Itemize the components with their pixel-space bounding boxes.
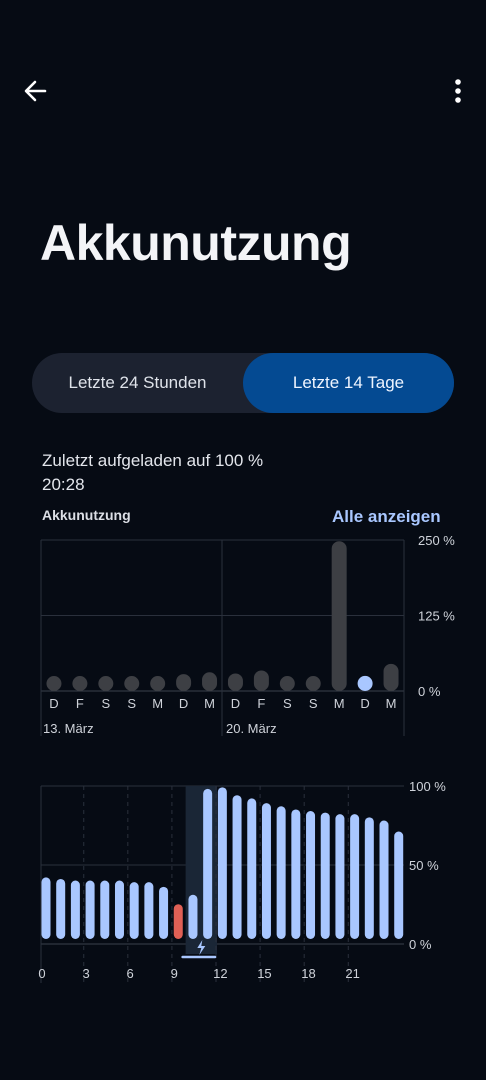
hour-bar[interactable]: [129, 882, 139, 939]
page-title: Akkunutzung: [40, 215, 352, 271]
day-bar[interactable]: [46, 676, 62, 691]
hour-bar[interactable]: [203, 788, 213, 939]
day-label: F: [76, 696, 84, 711]
hourly-battery-chart: 100 % 50 % 0 % 0 3 6 9 12 15 18 21: [38, 779, 446, 983]
bolt-icon: [197, 940, 206, 955]
day-bar[interactable]: [124, 676, 140, 691]
hour-bar[interactable]: [306, 811, 316, 939]
hour-label: 6: [127, 966, 134, 981]
day-bar[interactable]: [305, 676, 321, 691]
hour-bar[interactable]: [335, 814, 345, 939]
y-tick-label: 250 %: [418, 533, 455, 548]
hour-bar[interactable]: [276, 806, 286, 939]
hour-bar[interactable]: [70, 880, 80, 939]
hour-label: 0: [38, 966, 45, 981]
range-tabs: Letzte 24 Stunden Letzte 14 Tage: [32, 353, 454, 413]
hour-bar[interactable]: [41, 877, 51, 939]
day-bar[interactable]: [98, 676, 114, 691]
hour-bar[interactable]: [350, 814, 360, 939]
date-label: 13. März: [43, 721, 94, 736]
hour-bar[interactable]: [173, 904, 183, 939]
hour-bar[interactable]: [261, 803, 271, 939]
day-bar[interactable]: [227, 673, 243, 691]
date-label: 20. März: [226, 721, 277, 736]
hour-bar[interactable]: [217, 787, 227, 939]
usage-section-label: Akkunutzung: [42, 507, 131, 523]
day-bar[interactable]: [150, 676, 166, 691]
hour-bar[interactable]: [394, 831, 404, 939]
day-label: M: [152, 696, 163, 711]
hour-bar[interactable]: [320, 812, 330, 939]
last-charged-time: 20:28: [42, 475, 85, 494]
y-tick-label: 100 %: [409, 779, 446, 794]
hour-bar[interactable]: [232, 795, 242, 939]
last-charged-info: Zuletzt aufgeladen auf 100 % 20:28: [42, 449, 263, 497]
hour-bar[interactable]: [247, 798, 257, 939]
hour-label: 15: [257, 966, 271, 981]
y-tick-label: 125 %: [418, 609, 455, 624]
hour-bar[interactable]: [291, 809, 301, 939]
day-bar[interactable]: [383, 663, 399, 691]
hour-bar[interactable]: [159, 886, 169, 939]
hour-bar[interactable]: [188, 894, 198, 939]
day-bar[interactable]: [202, 672, 218, 691]
day-label: D: [49, 696, 58, 711]
more-options-button[interactable]: [440, 74, 476, 108]
tab-last-14-days[interactable]: Letzte 14 Tage: [243, 353, 454, 413]
hour-label: 21: [345, 966, 359, 981]
hour-label: 12: [213, 966, 227, 981]
day-label: M: [204, 696, 215, 711]
y-tick-label: 50 %: [409, 858, 439, 873]
day-label: M: [386, 696, 397, 711]
last-charged-level: Zuletzt aufgeladen auf 100 %: [42, 451, 264, 470]
day-label: S: [283, 696, 292, 711]
hour-label: 9: [171, 966, 178, 981]
day-label: D: [360, 696, 369, 711]
hour-bar[interactable]: [144, 882, 154, 939]
hour-bar[interactable]: [379, 820, 389, 940]
arrow-left-icon: [24, 80, 47, 102]
more-vert-icon: [455, 79, 461, 103]
day-label: F: [257, 696, 265, 711]
y-tick-label: 0 %: [409, 937, 432, 952]
back-button[interactable]: [18, 74, 54, 108]
day-label: S: [101, 696, 110, 711]
hour-bar[interactable]: [114, 880, 124, 939]
day-bar[interactable]: [331, 541, 347, 691]
day-label: S: [309, 696, 318, 711]
day-bar[interactable]: [72, 676, 88, 691]
day-bar[interactable]: [357, 675, 373, 691]
day-label: S: [127, 696, 136, 711]
hour-bar[interactable]: [364, 817, 374, 939]
tab-last-24-hours[interactable]: Letzte 24 Stunden: [68, 373, 207, 392]
hour-label: 3: [82, 966, 89, 981]
hour-bar[interactable]: [100, 880, 110, 939]
hour-bar[interactable]: [85, 880, 95, 939]
y-tick-label: 0 %: [418, 684, 441, 699]
day-bar[interactable]: [176, 674, 192, 691]
hour-label: 18: [301, 966, 315, 981]
hour-bar[interactable]: [56, 878, 66, 939]
day-label: D: [231, 696, 240, 711]
day-label: D: [179, 696, 188, 711]
day-bar[interactable]: [253, 670, 269, 691]
day-bar[interactable]: [279, 676, 295, 691]
show-all-link[interactable]: Alle anzeigen: [332, 507, 441, 526]
day-label: M: [334, 696, 345, 711]
daily-usage-chart: 250 %125 %0 %D F S S M D M D F S S M D M13. März 20. M…: [40, 533, 455, 736]
